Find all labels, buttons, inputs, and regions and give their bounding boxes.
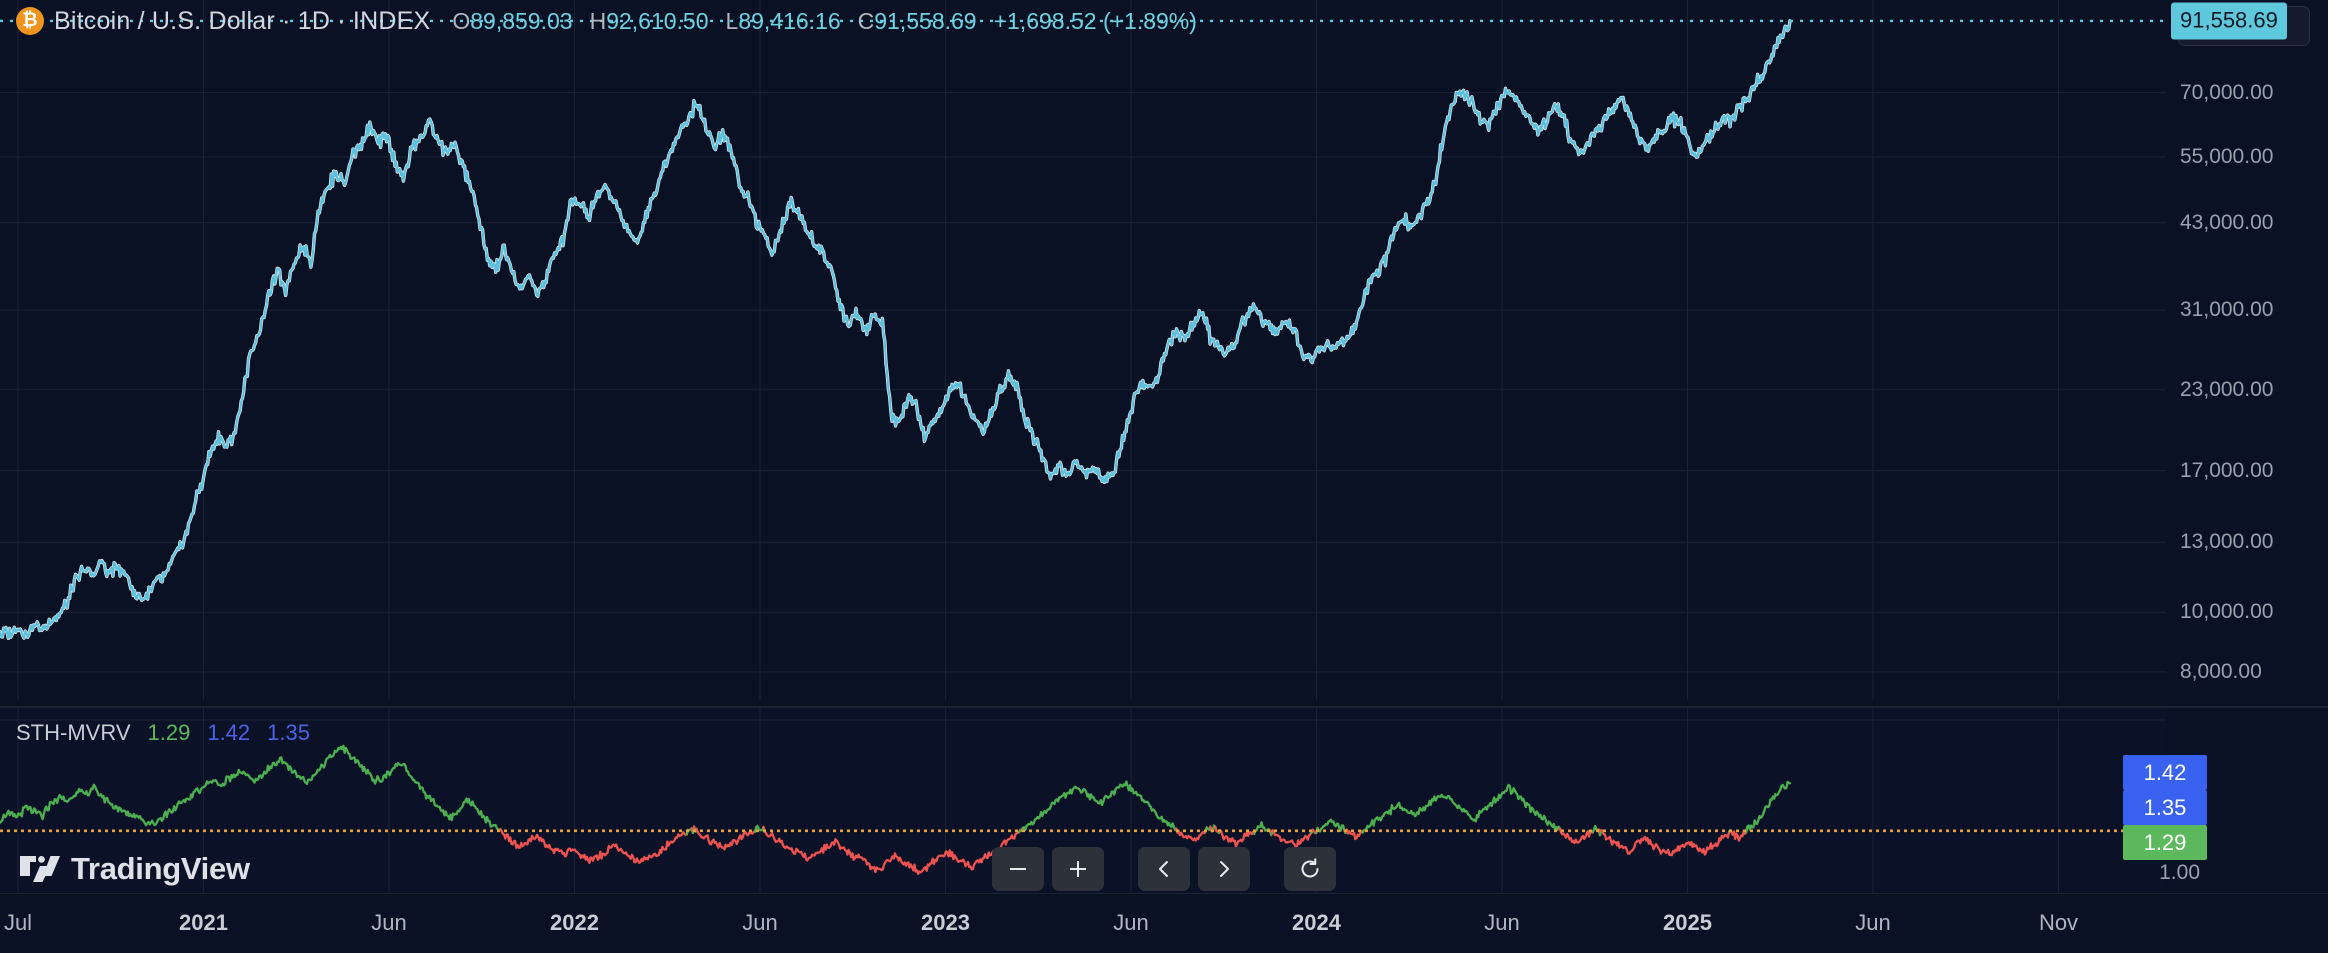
indicator-grid [0, 708, 2166, 893]
time-axis-tick: 2025 [1663, 910, 1712, 935]
symbol-title[interactable]: Bitcoin / U.S. Dollar · 1D · INDEX [54, 6, 431, 35]
reset-chart-button[interactable] [1284, 847, 1336, 891]
tradingview-wordmark: TradingView [71, 851, 250, 886]
ohlc-values: O89,859.03 H92,610.50 L89,416.16 C91,558… [452, 8, 976, 35]
indicator-legend[interactable]: STH-MVRV 1.29 1.42 1.35 [16, 720, 310, 746]
price-axis-tick: 8,000.00 [2180, 659, 2262, 683]
price-series [0, 19, 2166, 641]
price-axis[interactable]: USD 91,558.69 70,000.0055,000.0043,000.0… [2166, 0, 2328, 893]
chart-legend: ₿ Bitcoin / U.S. Dollar · 1D · INDEX O89… [0, 0, 1197, 42]
ohlc-high-label: H [589, 7, 607, 34]
indicator-value-1: 1.29 [147, 720, 191, 745]
bitcoin-icon: ₿ [16, 7, 44, 35]
tradingview-logo: TradingView [20, 851, 250, 887]
time-axis-tick: Jun [371, 910, 407, 935]
indicator-badge-3: 1.29 [2123, 825, 2207, 860]
ohlc-high: H92,610.50 [590, 8, 709, 35]
chevron-right-icon [1220, 861, 1229, 877]
ohlc-low: L89,416.16 [726, 8, 841, 35]
indicator-badge-1: 1.42 [2123, 755, 2207, 790]
time-axis-tick: 2021 [179, 910, 228, 935]
ohlc-open-value: 89,859.03 [470, 7, 573, 34]
time-axis-tick: Jun [1484, 910, 1520, 935]
minus-icon [1010, 868, 1026, 870]
indicator-value-3: 1.35 [267, 720, 310, 745]
reset-icon [1301, 858, 1319, 878]
ohlc-open: O89,859.03 [452, 8, 572, 35]
scroll-left-button[interactable] [1138, 847, 1190, 891]
ohlc-open-label: O [452, 7, 471, 34]
ohlc-close-value: 91,558.69 [874, 7, 977, 34]
price-axis-tick: 31,000.00 [2180, 298, 2274, 322]
price-axis-tick: 70,000.00 [2180, 80, 2274, 104]
indicator-series [0, 744, 2166, 876]
time-axis-tick: 2022 [550, 910, 599, 935]
ohlc-close-label: C [857, 7, 875, 34]
zoom-in-button[interactable] [1052, 847, 1104, 891]
time-axis-tick: Jun [1855, 910, 1891, 935]
zoom-out-button[interactable] [992, 847, 1044, 891]
tradingview-mark-icon [20, 855, 60, 882]
price-axis-tick: 13,000.00 [2180, 530, 2274, 554]
chart-navigation-toolbar [992, 847, 1336, 891]
time-axis-tick: Jun [1113, 910, 1149, 935]
time-axis-tick: 2024 [1292, 910, 1341, 935]
price-axis-tick: 43,000.00 [2180, 210, 2274, 234]
time-axis-tick: Nov [2038, 910, 2079, 935]
ohlc-close: C91,558.69 [858, 8, 977, 35]
price-grid [0, 0, 2166, 700]
time-axis[interactable]: Jul 2021 Jun 2022 Jun 2023 Jun 2024 Jun 2025 Jun No… [0, 893, 2328, 953]
indicator-axis-label: 1.00 [2159, 861, 2200, 884]
indicator-name[interactable]: STH-MVRV [16, 720, 131, 745]
ohlc-high-value: 92,610.50 [606, 7, 709, 34]
price-pane[interactable] [0, 0, 2166, 700]
pane-divider[interactable] [0, 706, 2328, 708]
scroll-right-button[interactable] [1198, 847, 1250, 891]
ohlc-low-label: L [725, 7, 739, 34]
plus-icon [1070, 861, 1086, 877]
indicator-price-badges: 1.42 1.35 1.29 [2123, 755, 2207, 860]
last-price-badge: 91,558.69 [2171, 2, 2287, 40]
price-axis-tick: 55,000.00 [2180, 145, 2274, 168]
time-axis-tick: Jul [3, 910, 33, 935]
time-axis-tick: 2023 [921, 910, 970, 935]
indicator-value-2: 1.42 [207, 720, 251, 745]
indicator-badge-2: 1.35 [2123, 790, 2207, 825]
ohlc-low-value: 89,416.16 [738, 7, 841, 34]
price-axis-tick: 10,000.00 [2180, 600, 2274, 624]
time-axis-tick: Jun [742, 910, 778, 935]
chevron-left-icon [1159, 861, 1168, 877]
price-axis-tick: 17,000.00 [2180, 458, 2274, 482]
price-axis-tick: 23,000.00 [2180, 377, 2274, 401]
price-change: +1,698.52 (+1.89%) [993, 7, 1197, 34]
